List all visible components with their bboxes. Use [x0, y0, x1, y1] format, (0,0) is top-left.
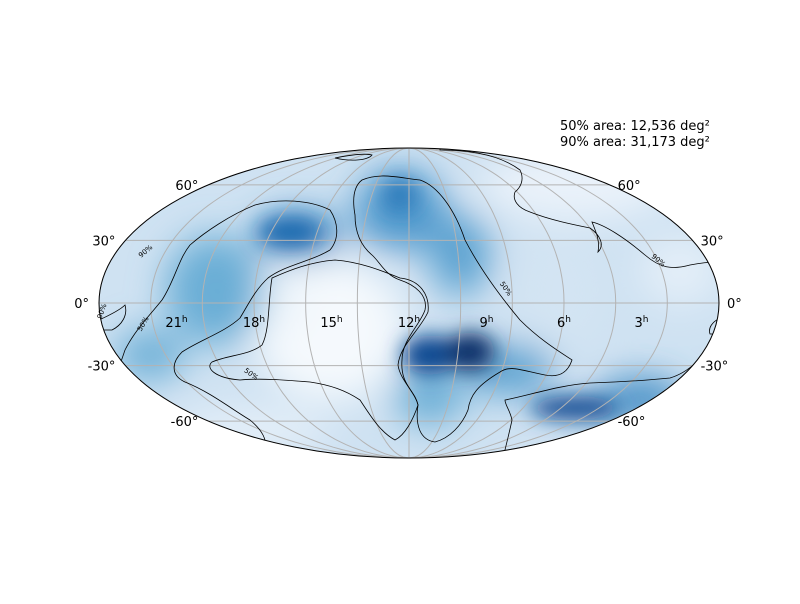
area-50-label: 50% area: 12,536 deg² [560, 119, 710, 134]
dec-labels-right: 60° 30° 0° -30° -60° [618, 179, 742, 430]
meridian-line [201, 148, 410, 458]
contour-90-left-edge [99, 304, 127, 331]
area-90-label: 90% area: 31,173 deg² [560, 135, 710, 150]
dec-tick-label-left: -30° [88, 360, 116, 375]
meridian-line [408, 148, 565, 458]
meridian-line [408, 148, 462, 458]
contour-90-top [334, 153, 373, 161]
dec-tick-label-left: -60° [171, 415, 199, 430]
map-outline [98, 147, 720, 459]
dec-labels-left: 60° 30° 0° -30° -60° [74, 179, 198, 430]
meridian-line [305, 148, 410, 458]
meridian-line [253, 148, 410, 458]
dec-tick-label-left: 0° [74, 297, 89, 312]
dec-tick-label-right: -60° [618, 415, 646, 430]
ra-tick-label: 9h [480, 315, 494, 331]
meridian-line [408, 148, 513, 458]
contour-50-left [99, 200, 338, 453]
dec-tick-label-left: 30° [92, 234, 115, 249]
ra-tick-label: 6h [557, 315, 571, 331]
ra-tick-label: 18h [243, 315, 265, 331]
dec-tick-label-right: -30° [701, 360, 729, 375]
ra-tick-label: 12h [398, 315, 420, 331]
meridian-line [356, 148, 410, 458]
ra-tick-label: 3h [635, 315, 649, 331]
ra-tick-label: 21h [165, 315, 187, 331]
dec-tick-label-right: 60° [618, 179, 641, 194]
coordinate-graticule [99, 148, 719, 458]
ra-tick-label: 15h [320, 315, 342, 331]
contour-90-upper-right [439, 148, 719, 268]
meridian-line [150, 148, 410, 458]
ra-labels: 21h 18h 15h 12h 9h 6h 3h [165, 315, 648, 331]
meridian-line [408, 148, 617, 458]
contour-90-inner [209, 259, 429, 441]
dec-tick-label-right: 30° [701, 234, 724, 249]
contour-50-upper [353, 175, 573, 443]
meridian-line [408, 148, 668, 458]
dec-tick-label-left: 60° [175, 179, 198, 194]
dec-tick-label-right: 0° [727, 297, 742, 312]
